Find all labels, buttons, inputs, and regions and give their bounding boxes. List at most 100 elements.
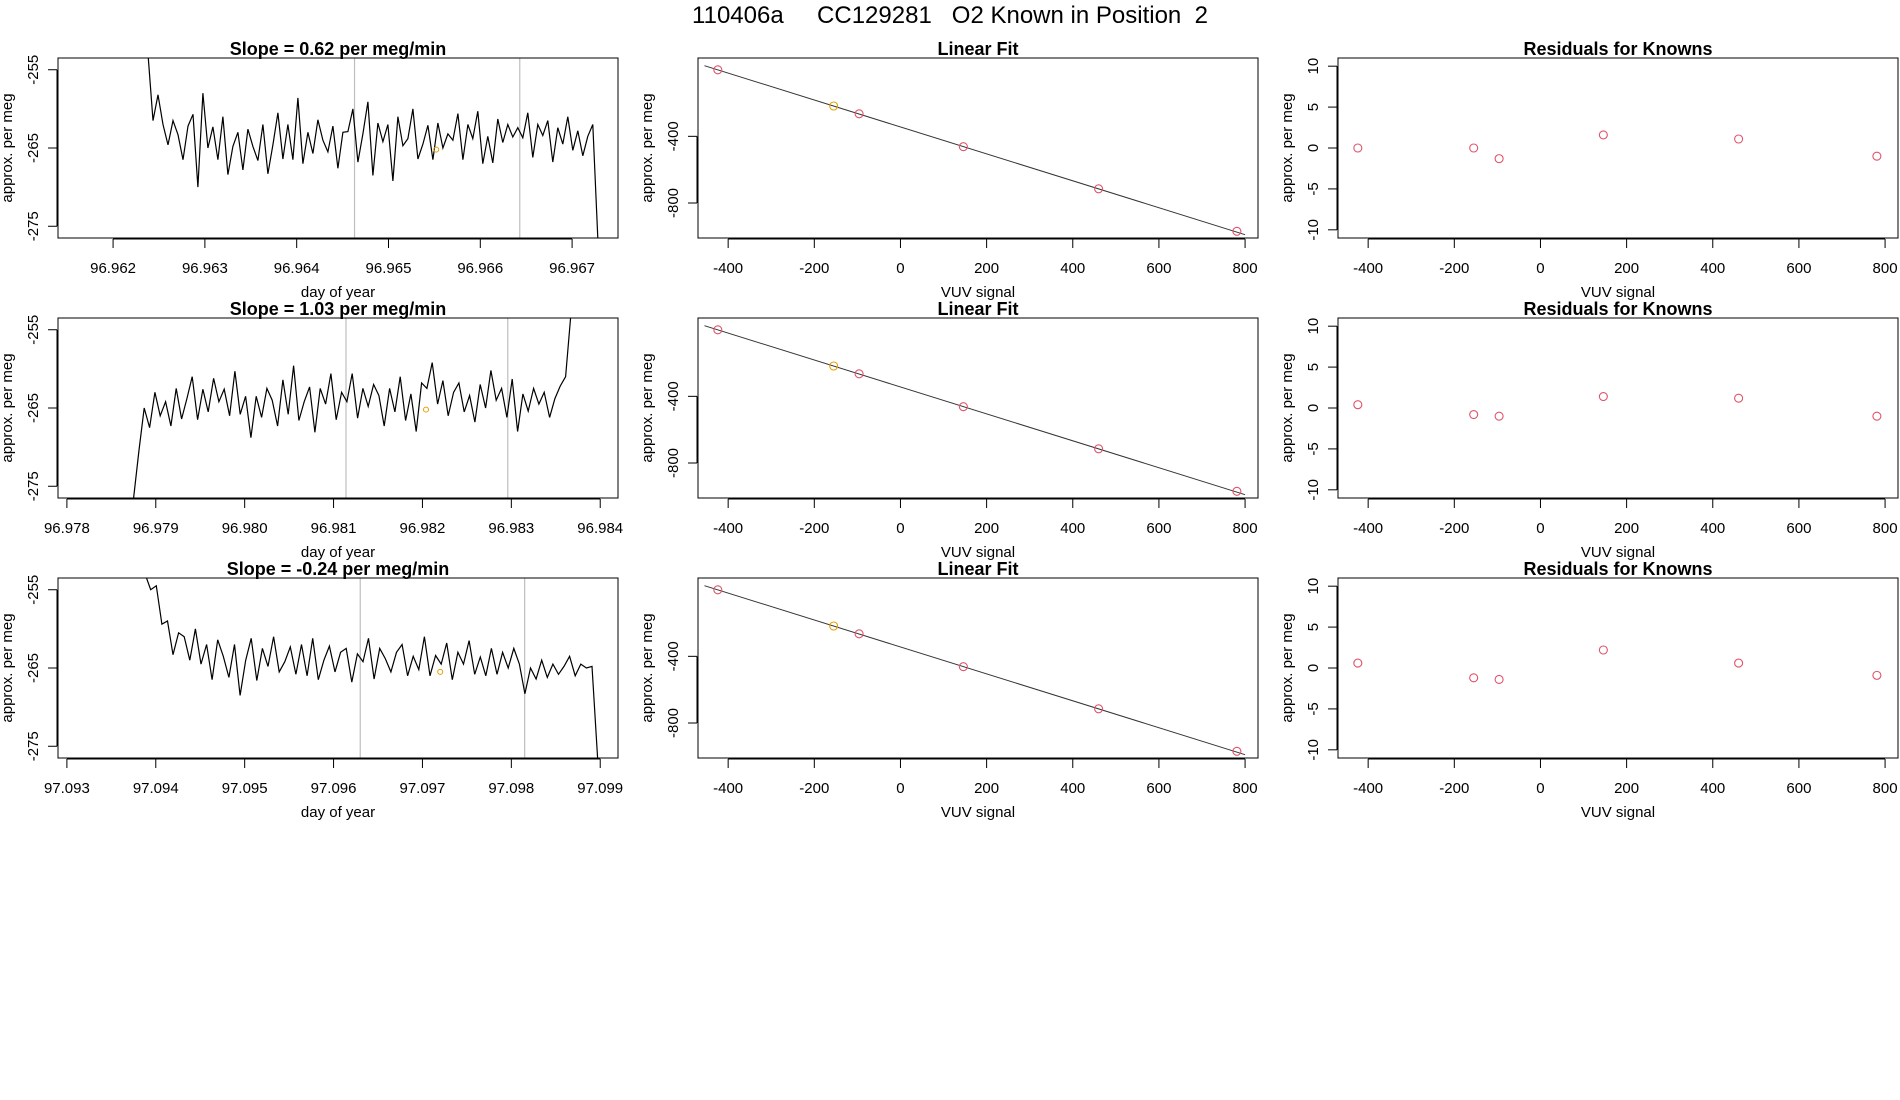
x-axis: -400 -200 0 200 400 600 800 (1353, 499, 1897, 537)
x-tick-label: 800 (1233, 520, 1258, 537)
y-tick-label: -800 (665, 448, 682, 478)
y-tick-label: 0 (1305, 664, 1322, 672)
plot-area (1354, 646, 1881, 683)
data-point (1495, 155, 1503, 163)
fit-line (704, 586, 1245, 755)
y-tick-label: -800 (665, 188, 682, 218)
chart-panel-5: Linear FitVUV signalapprox. per meg-400-… (639, 299, 1258, 561)
plot-frame (698, 578, 1258, 758)
data-point (1873, 671, 1881, 679)
x-tick-label: 0 (1536, 780, 1544, 797)
y-axis-label: approx. per meg (0, 93, 16, 202)
x-tick-label: 97.096 (311, 780, 357, 797)
y-axis-label: approx. per meg (1279, 93, 1296, 202)
x-tick-label: 400 (1700, 520, 1725, 537)
x-tick-label: 400 (1700, 780, 1725, 797)
x-tick-label: 600 (1786, 780, 1811, 797)
series-line (134, 314, 571, 498)
plot-frame (1338, 58, 1898, 238)
plot-frame (58, 578, 618, 758)
data-point (1470, 411, 1478, 419)
x-tick-label: -200 (1439, 260, 1469, 277)
x-tick-label: 800 (1873, 520, 1898, 537)
x-tick-label: 96.978 (44, 520, 90, 537)
y-tick-label: -400 (665, 121, 682, 151)
x-axis: -400 -200 0 200 400 600 800 (1353, 239, 1897, 277)
data-point (1873, 412, 1881, 420)
chart-panel-7: Slope = -0.24 per meg/minday of yearappr… (0, 559, 623, 821)
y-axis-label: approx. per meg (0, 353, 16, 462)
chart-title: Linear Fit (937, 559, 1018, 579)
y-tick-label: -400 (665, 381, 682, 411)
fit-line (704, 66, 1245, 235)
x-tick-label: -400 (713, 260, 743, 277)
chart-panel-9: Residuals for Knowns VUV signal approx. pe… (1279, 559, 1898, 821)
x-tick-label: -400 (713, 780, 743, 797)
highlight-point (424, 407, 429, 412)
y-tick-label: 10 (1305, 58, 1322, 75)
x-tick-label: -200 (799, 520, 829, 537)
x-tick-label: 96.979 (133, 520, 179, 537)
x-tick-label: 800 (1233, 260, 1258, 277)
x-axis: -400 -200 0 200 400 600 800 (713, 759, 1257, 797)
x-tick-label: 600 (1146, 520, 1171, 537)
plot-area (704, 66, 1245, 236)
x-tick-label: 97.093 (44, 780, 90, 797)
x-tick-label: -200 (799, 780, 829, 797)
x-tick-label: 96.964 (274, 260, 320, 277)
data-point (1735, 659, 1743, 667)
x-tick-label: 200 (1614, 260, 1639, 277)
x-tick-label: 96.962 (90, 260, 136, 277)
data-point (1735, 394, 1743, 402)
chart-title: Residuals for Knowns (1523, 299, 1712, 319)
y-tick-label: -275 (25, 471, 42, 501)
x-tick-label: -200 (1439, 780, 1469, 797)
y-axis: -255 -265 -275 (25, 55, 57, 242)
y-axis-label: approx. per meg (1279, 613, 1296, 722)
data-point (1599, 393, 1607, 401)
x-tick-label: 96.963 (182, 260, 228, 277)
x-axis-label: day of year (301, 804, 375, 821)
x-tick-label: 200 (974, 260, 999, 277)
y-tick-label: 10 (1305, 578, 1322, 595)
y-tick-label: -255 (25, 575, 42, 605)
y-tick-label: 0 (1305, 404, 1322, 412)
x-tick-label: 600 (1786, 520, 1811, 537)
y-axis: 10 5 0 -5 -10 (1305, 578, 1337, 761)
x-tick-label: 97.094 (133, 780, 179, 797)
x-tick-label: 96.967 (549, 260, 595, 277)
x-tick-label: 0 (896, 780, 904, 797)
x-tick-label: 97.098 (488, 780, 534, 797)
y-tick-label: -10 (1305, 479, 1322, 501)
x-tick-label: 97.097 (399, 780, 445, 797)
y-axis: -400 -800 (665, 381, 697, 478)
data-point (1354, 144, 1362, 152)
chart-panel-1: Slope = 0.62 per meg/minday of yearappro… (0, 39, 618, 301)
y-axis: -400 -800 (665, 121, 697, 218)
y-tick-label: -275 (25, 211, 42, 241)
chart-panel-4: Slope = 1.03 per meg/min day of year appro… (0, 299, 623, 561)
x-tick-label: -400 (1353, 260, 1383, 277)
x-tick-label: 200 (1614, 520, 1639, 537)
x-tick-label: -400 (1353, 520, 1383, 537)
data-point (1470, 144, 1478, 152)
plot-frame (1338, 318, 1898, 498)
x-tick-label: 0 (896, 520, 904, 537)
chart-title: Linear Fit (937, 299, 1018, 319)
x-tick-label: 96.981 (311, 520, 357, 537)
x-axis: -400 -200 0 200 400 600 800 (713, 499, 1257, 537)
chart-panel-3: Residuals for Knowns VUV signal approx. pe… (1279, 39, 1898, 301)
x-tick-label: -200 (799, 260, 829, 277)
x-tick-label: 600 (1786, 260, 1811, 277)
series-line (148, 54, 598, 238)
y-axis-label: approx. per meg (639, 93, 656, 202)
x-tick-label: 0 (1536, 260, 1544, 277)
y-tick-label: -5 (1305, 702, 1322, 715)
y-tick-label: -400 (665, 641, 682, 671)
y-axis-label: approx. per meg (639, 613, 656, 722)
y-tick-label: -255 (25, 55, 42, 85)
x-tick-label: 800 (1873, 780, 1898, 797)
data-point (1354, 401, 1362, 409)
y-tick-label: -255 (25, 315, 42, 345)
